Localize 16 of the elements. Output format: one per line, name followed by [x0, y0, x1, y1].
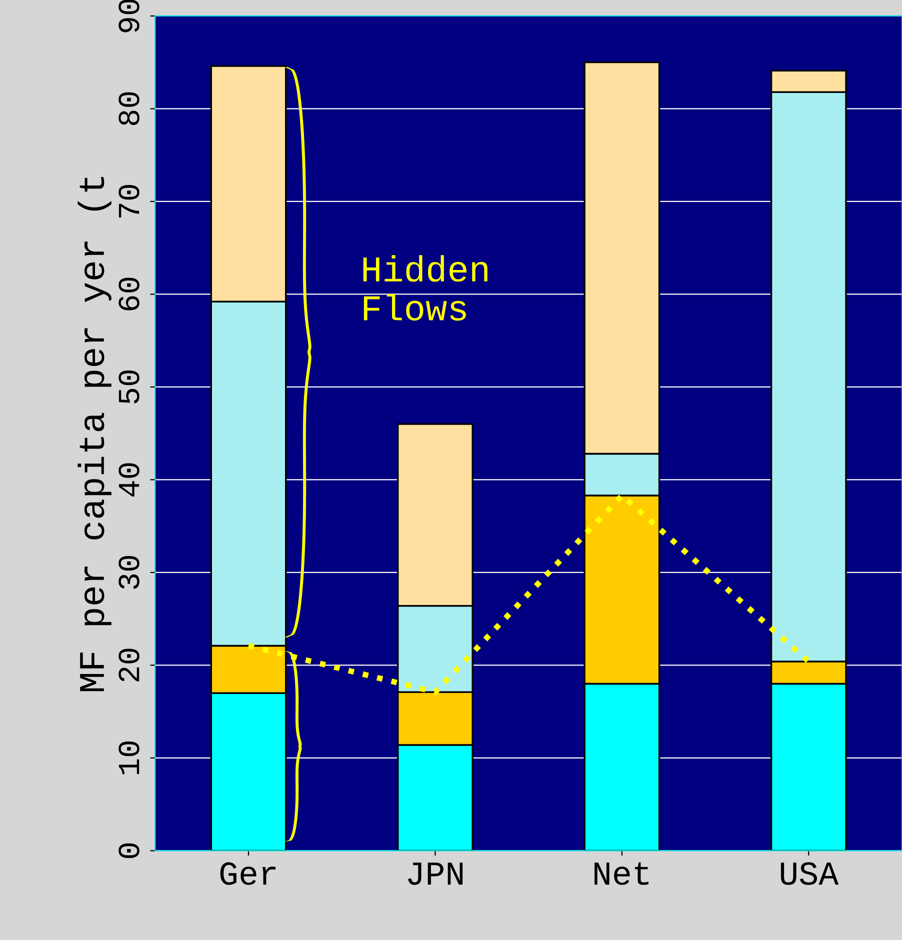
y-tick-label: 80 [118, 92, 140, 126]
y-tick-label: 20 [118, 648, 140, 682]
y-tick-label: 10 [118, 742, 140, 774]
y-axis-title: MF per capita per yer (t [78, 177, 112, 692]
y-tick-label: 30 [118, 556, 140, 589]
x-tick-label: USA [780, 862, 839, 885]
annotation: Hidden Flows [363, 255, 488, 321]
y-tick-label: 70 [118, 185, 140, 218]
y-tick-label: 40 [118, 463, 140, 497]
y-tick-label: 90 [118, 0, 140, 32]
y-tick-label: 50 [118, 370, 140, 404]
x-tick-label: Ger [220, 862, 276, 885]
y-tick-label: 60 [118, 278, 140, 310]
x-tick-label: Net [594, 862, 648, 885]
y-tick-label: 0 [118, 843, 140, 858]
x-tick-label: JPN [408, 862, 463, 885]
